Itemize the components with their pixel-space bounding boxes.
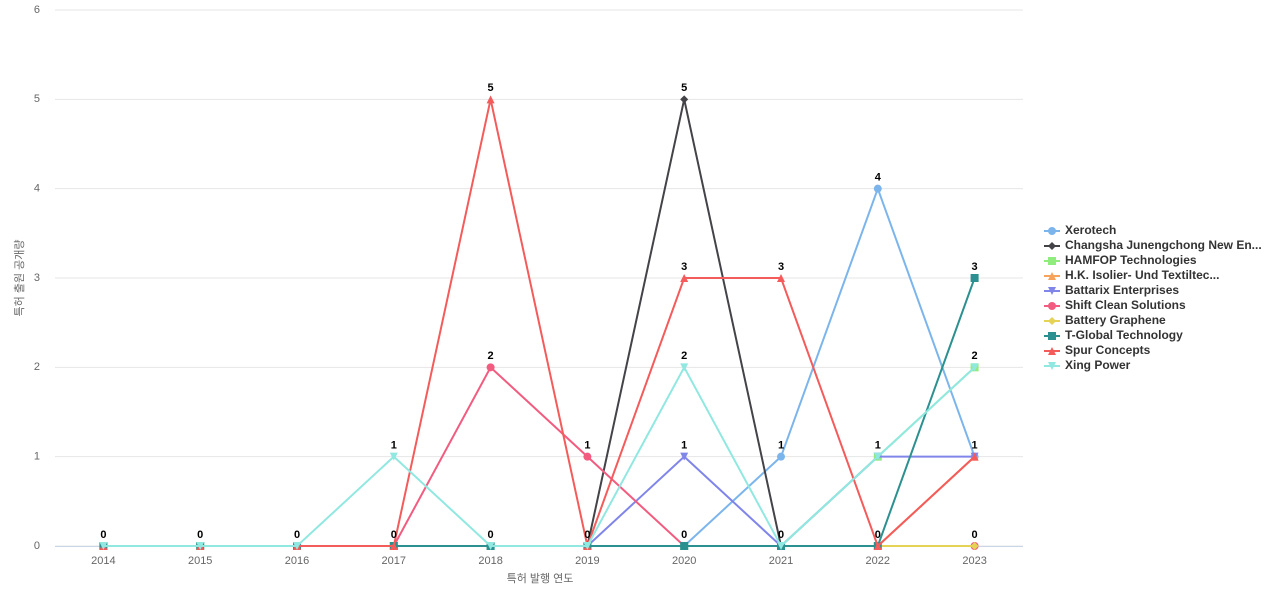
- marker: [1048, 302, 1056, 310]
- marker: [777, 542, 785, 550]
- data-label: 0: [584, 529, 590, 541]
- marker: [1048, 272, 1056, 280]
- data-label: 1: [391, 440, 397, 452]
- legend-label: Xing Power: [1065, 358, 1131, 372]
- x-tick-label: 2022: [866, 555, 890, 567]
- x-tick-label: 2021: [769, 555, 793, 567]
- y-axis-title: 특허 출원 공개량: [13, 240, 26, 317]
- y-tick-label: 2: [34, 361, 40, 373]
- series: [99, 452, 979, 550]
- legend-label: Spur Concepts: [1065, 343, 1151, 357]
- marker: [196, 542, 205, 550]
- marker: [680, 452, 689, 461]
- data-label: 0: [294, 529, 300, 541]
- marker: [680, 542, 689, 550]
- data-label: 1: [778, 440, 784, 452]
- data-label: 0: [778, 529, 784, 541]
- marker: [680, 363, 689, 372]
- marker: [873, 542, 882, 550]
- marker: [486, 363, 495, 372]
- marker: [1048, 287, 1056, 295]
- x-tick-label: 2019: [575, 555, 599, 567]
- marker: [486, 542, 495, 550]
- data-label: 3: [681, 261, 687, 273]
- legend-label: Changsha Junengchong New En...: [1065, 238, 1262, 252]
- x-tick-label: 2018: [478, 555, 502, 567]
- marker: [970, 363, 979, 372]
- legend-label: T-Global Technology: [1065, 328, 1183, 342]
- series-line: [103, 99, 976, 550]
- legend-label: H.K. Isolier- Und Textiltec...: [1065, 268, 1219, 282]
- series: [99, 363, 979, 550]
- data-label: 5: [488, 82, 494, 94]
- marker: [1048, 227, 1056, 235]
- marker: [680, 274, 689, 282]
- y-tick-label: 3: [34, 272, 40, 284]
- legend-label: Battarix Enterprises: [1065, 283, 1179, 297]
- data-label: 1: [972, 440, 978, 452]
- data-label: 1: [875, 440, 881, 452]
- marker: [777, 274, 785, 282]
- marker: [1048, 317, 1056, 325]
- marker: [389, 542, 398, 550]
- y-tick-label: 5: [34, 93, 40, 105]
- x-tick-label: 2015: [188, 555, 212, 567]
- marker: [1048, 242, 1056, 250]
- data-label: 0: [100, 529, 106, 541]
- data-label: 0: [197, 529, 203, 541]
- x-tick-label: 2020: [672, 555, 696, 567]
- marker: [583, 452, 592, 461]
- data-label: 2: [972, 350, 978, 362]
- marker: [680, 95, 689, 104]
- data-label: 5: [681, 82, 687, 94]
- series-line: [103, 365, 976, 548]
- y-tick-label: 1: [34, 451, 40, 463]
- y-tick-label: 0: [34, 540, 40, 552]
- legend-label: Xerotech: [1065, 223, 1116, 237]
- series-line: [103, 455, 976, 547]
- legend-label: HAMFOP Technologies: [1065, 253, 1197, 267]
- data-label: 0: [391, 529, 397, 541]
- data-label: 2: [681, 350, 687, 362]
- data-label: 1: [681, 440, 687, 452]
- marker: [389, 452, 398, 461]
- data-label: 2: [488, 350, 494, 362]
- series-line: [103, 455, 975, 548]
- data-label: 0: [972, 529, 978, 541]
- marker: [1048, 332, 1056, 340]
- marker: [486, 95, 495, 104]
- marker: [293, 542, 301, 550]
- data-label: 3: [778, 261, 784, 273]
- marker: [583, 542, 592, 550]
- data-label: 0: [488, 529, 494, 541]
- marker: [873, 452, 882, 461]
- x-tick-label: 2016: [285, 555, 309, 567]
- data-label: 3: [972, 261, 978, 273]
- x-axis-title: 특허 발행 연도: [507, 572, 574, 585]
- marker: [970, 274, 979, 282]
- x-tick-label: 2023: [962, 555, 986, 567]
- series: [99, 95, 979, 550]
- data-label: 0: [681, 529, 687, 541]
- legend-label: Battery Graphene: [1065, 313, 1166, 327]
- data-label: 1: [584, 440, 590, 452]
- marker: [970, 452, 979, 461]
- y-tick-label: 6: [34, 4, 40, 16]
- marker: [99, 542, 108, 550]
- series: [99, 452, 979, 550]
- marker: [1048, 362, 1056, 370]
- marker: [873, 184, 882, 193]
- marker: [777, 452, 785, 461]
- x-tick-label: 2017: [382, 555, 406, 567]
- data-label: 4: [875, 172, 882, 184]
- marker: [1048, 257, 1056, 265]
- marker: [970, 542, 979, 550]
- y-tick-label: 4: [34, 183, 40, 195]
- legend-label: Shift Clean Solutions: [1065, 298, 1186, 312]
- data-label: 0: [875, 529, 881, 541]
- marker: [1048, 347, 1056, 355]
- x-tick-label: 2014: [91, 555, 115, 567]
